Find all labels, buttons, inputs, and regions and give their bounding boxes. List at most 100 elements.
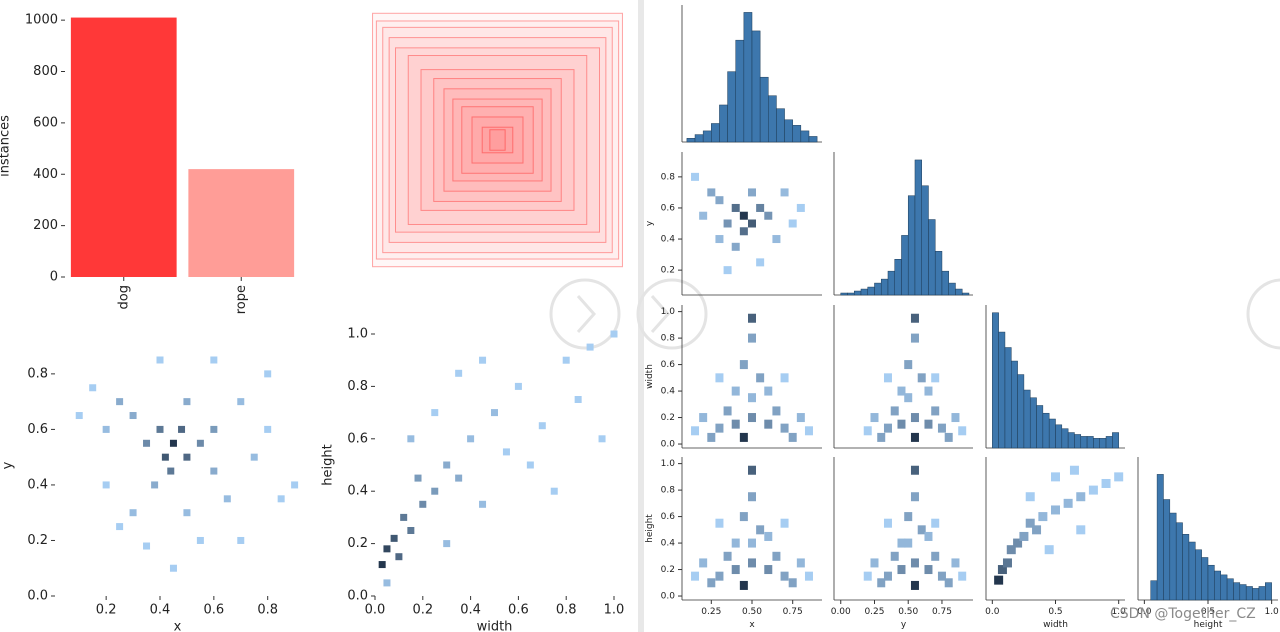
label-box	[481, 126, 514, 154]
y-tick-label: 0.6	[661, 360, 676, 370]
bar	[70, 17, 177, 277]
hist2d-cell	[610, 330, 618, 338]
hist2d-cell	[183, 453, 191, 461]
hist2d-cell	[383, 579, 391, 587]
hist2d-cell	[917, 525, 926, 535]
hist2d-cell	[739, 360, 748, 370]
hist2d-cell	[1044, 545, 1054, 555]
hist2d-cell	[264, 370, 272, 378]
hist2d-cell	[129, 412, 137, 420]
next-button[interactable]	[549, 278, 621, 350]
hist2d-cell	[514, 382, 522, 390]
y-axis-label: instances	[0, 115, 13, 177]
hist2d-cell	[161, 453, 169, 461]
y-tick-label: 400	[33, 167, 58, 182]
histogram-bar	[894, 259, 902, 296]
hist2d-cell	[780, 571, 789, 581]
hist2d-cell	[400, 513, 408, 521]
hist2d-cell	[739, 432, 748, 442]
label-box	[461, 106, 534, 174]
histogram-bar	[1252, 588, 1260, 601]
x-tick-label: dog	[116, 285, 131, 309]
hist2d-cell	[863, 426, 872, 436]
label-box	[433, 78, 562, 202]
hist2d-cell	[883, 571, 892, 581]
label-box	[471, 116, 524, 164]
hist2d-cell	[210, 425, 218, 433]
hist2d-cell	[196, 536, 204, 544]
x-tick-label: 0.4	[460, 602, 481, 617]
label-box	[375, 20, 620, 260]
hist2d-cell	[870, 413, 879, 423]
hist2d-cell	[210, 356, 218, 364]
hist2d-cell	[250, 453, 258, 461]
hist2d-cell	[455, 369, 463, 377]
hist2d-cell	[904, 512, 913, 522]
hist2d-cell	[102, 425, 110, 433]
histogram-bar	[1086, 436, 1094, 449]
hist2d-cell	[958, 571, 967, 581]
hist2d-cell	[951, 558, 960, 568]
hist2d-cell	[748, 219, 756, 228]
hist2d-cell	[764, 211, 773, 220]
histogram-bar	[1055, 424, 1063, 449]
hist2d-cell	[598, 435, 606, 443]
hist2d-cell	[731, 538, 740, 548]
histogram-bar	[1245, 586, 1253, 601]
x-axis-label: y	[901, 620, 907, 630]
hist2d-cell	[890, 551, 899, 561]
y-tick-label: 200	[33, 218, 58, 233]
hist2d-cell	[383, 545, 391, 553]
hist2d-cell	[796, 558, 805, 568]
x-axis-label: width	[477, 619, 513, 632]
y-tick-label: 0.4	[27, 477, 48, 492]
histogram-bar	[1233, 582, 1241, 601]
hist2d-cell	[1076, 492, 1086, 502]
hist2d-cell	[748, 313, 756, 323]
hist2d-cell	[772, 406, 781, 416]
hist2d-cell	[739, 227, 748, 236]
histogram-bar	[1067, 432, 1075, 449]
hist2d-cell	[723, 219, 732, 228]
hist2d-cell	[756, 258, 765, 267]
y-axis-label: height	[645, 514, 655, 543]
x-tick-label: 0.50	[898, 607, 918, 617]
hist2d-cell	[910, 580, 919, 590]
y-tick-label: 0.4	[661, 539, 676, 549]
x-tick-label: 0.75	[932, 607, 952, 617]
y-tick-label: 800	[33, 64, 58, 79]
label-box	[443, 88, 552, 192]
histogram-bar	[776, 108, 785, 143]
hist2d-cell	[804, 426, 813, 436]
hist2d-cell	[691, 426, 700, 436]
histogram-bar	[1175, 522, 1183, 601]
hist2d-cell	[723, 406, 732, 416]
hist2d-cell	[1038, 512, 1048, 522]
hist2d-cell	[178, 425, 186, 433]
hist2d-cell	[167, 467, 175, 475]
hist2d-cell	[169, 439, 177, 447]
histogram-bar	[955, 288, 963, 296]
histogram-bar	[1182, 534, 1190, 601]
y-tick-label: 1000	[25, 13, 58, 28]
x-axis-label: height	[1194, 620, 1223, 630]
next-button[interactable]	[1246, 278, 1280, 350]
hist2d-cell	[739, 211, 748, 220]
prev-button[interactable]	[636, 278, 708, 350]
histogram-bar	[1188, 541, 1196, 601]
x-tick-label: 1.0	[1112, 607, 1127, 617]
hist2d-cell	[1051, 505, 1060, 515]
hist2d-cell	[944, 578, 953, 588]
hist2d-cell	[715, 423, 724, 433]
y-axis-label: y	[645, 220, 655, 226]
histogram-bar	[1042, 412, 1050, 449]
histogram-bar	[1074, 434, 1082, 449]
hist2d-cell	[502, 448, 510, 456]
hist2d-cell	[756, 373, 765, 383]
hist2d-cell	[455, 474, 463, 482]
hist2d-cell	[1101, 478, 1111, 488]
hist2d-cell	[910, 558, 919, 568]
histogram-bar	[840, 292, 848, 296]
hist2d-cell	[748, 393, 756, 403]
